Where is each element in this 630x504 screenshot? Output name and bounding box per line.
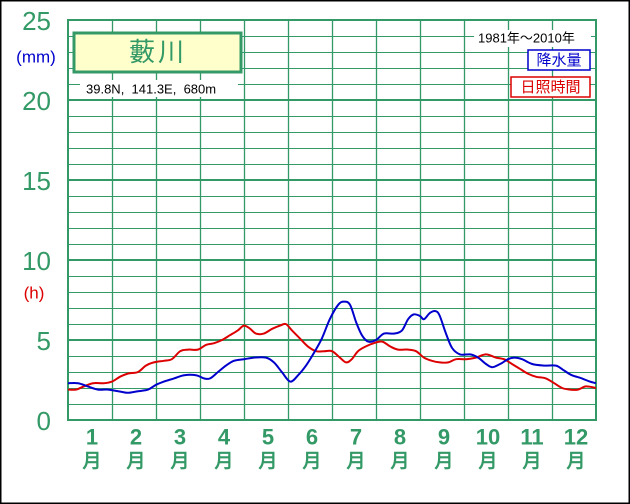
y-axis-tick-labels: 25 20 15 10 5 0 bbox=[22, 6, 51, 436]
legend-box-precipitation bbox=[527, 49, 591, 71]
x-tick-unit-month-11: 月 bbox=[521, 450, 541, 472]
station-coordinates: 39.8N, 141.3E, 680m bbox=[86, 82, 216, 97]
station-title-box: 藪川 bbox=[72, 31, 243, 74]
x-tick-label-month-8: 8 bbox=[394, 425, 406, 450]
y-tick-label-5: 5 bbox=[37, 326, 51, 356]
legend-box-sunshine bbox=[510, 76, 591, 98]
station-title: 藪川 bbox=[129, 38, 187, 68]
y-tick-label-25: 25 bbox=[22, 6, 51, 36]
x-tick-unit-month-8: 月 bbox=[389, 450, 409, 472]
y-tick-label-10: 10 bbox=[22, 246, 51, 276]
series-lines bbox=[68, 300, 596, 394]
x-tick-label-month-6: 6 bbox=[306, 425, 318, 450]
x-tick-label-month-12: 12 bbox=[564, 425, 588, 450]
x-tick-unit-month-4: 月 bbox=[213, 450, 233, 472]
x-tick-label-month-9: 9 bbox=[438, 425, 450, 450]
x-tick-label-month-4: 4 bbox=[218, 425, 231, 450]
period-background bbox=[474, 30, 591, 47]
x-tick-unit-month-6: 月 bbox=[301, 450, 321, 472]
x-tick-unit-month-7: 月 bbox=[345, 450, 365, 472]
legend-item-sunshine: 日照時間 bbox=[510, 76, 591, 98]
x-tick-label-month-1: 1 bbox=[86, 425, 98, 450]
x-tick-unit-month-12: 月 bbox=[565, 450, 585, 472]
x-tick-label-month-10: 10 bbox=[476, 425, 500, 450]
y-axis-unit-sunshine: (h) bbox=[24, 284, 45, 303]
x-tick-label-month-3: 3 bbox=[174, 425, 186, 450]
x-tick-label-month-11: 11 bbox=[520, 425, 543, 450]
legend-label-sunshine: 日照時間 bbox=[520, 78, 580, 96]
x-tick-label-month-5: 5 bbox=[262, 425, 274, 450]
x-tick-unit-month-9: 月 bbox=[433, 450, 453, 472]
y-tick-label-20: 20 bbox=[22, 86, 51, 116]
coordinates-background bbox=[80, 80, 238, 97]
legend-item-precipitation: 降水量 bbox=[527, 49, 591, 71]
x-tick-label-month-7: 7 bbox=[350, 425, 362, 450]
series-line-sunshine bbox=[68, 322, 596, 391]
period-label: 1981年～2010年 bbox=[478, 31, 575, 46]
y-axis-unit-precipitation: (mm) bbox=[16, 48, 56, 67]
x-tick-unit-month-3: 月 bbox=[169, 450, 189, 472]
series-line-precipitation bbox=[68, 300, 596, 394]
gridlines bbox=[68, 20, 596, 420]
legend-label-precipitation: 降水量 bbox=[536, 51, 581, 69]
y-tick-label-15: 15 bbox=[22, 166, 51, 196]
x-tick-unit-month-2: 月 bbox=[125, 450, 145, 472]
x-tick-unit-month-5: 月 bbox=[257, 450, 277, 472]
x-tick-label-month-2: 2 bbox=[130, 425, 142, 450]
title-box-frame bbox=[72, 31, 243, 74]
x-tick-unit-month-1: 月 bbox=[81, 450, 101, 472]
plot-border bbox=[67, 19, 597, 421]
y-tick-label-0: 0 bbox=[37, 406, 51, 436]
x-tick-unit-month-10: 月 bbox=[477, 450, 497, 472]
legend: 降水量 日照時間 bbox=[510, 49, 591, 98]
